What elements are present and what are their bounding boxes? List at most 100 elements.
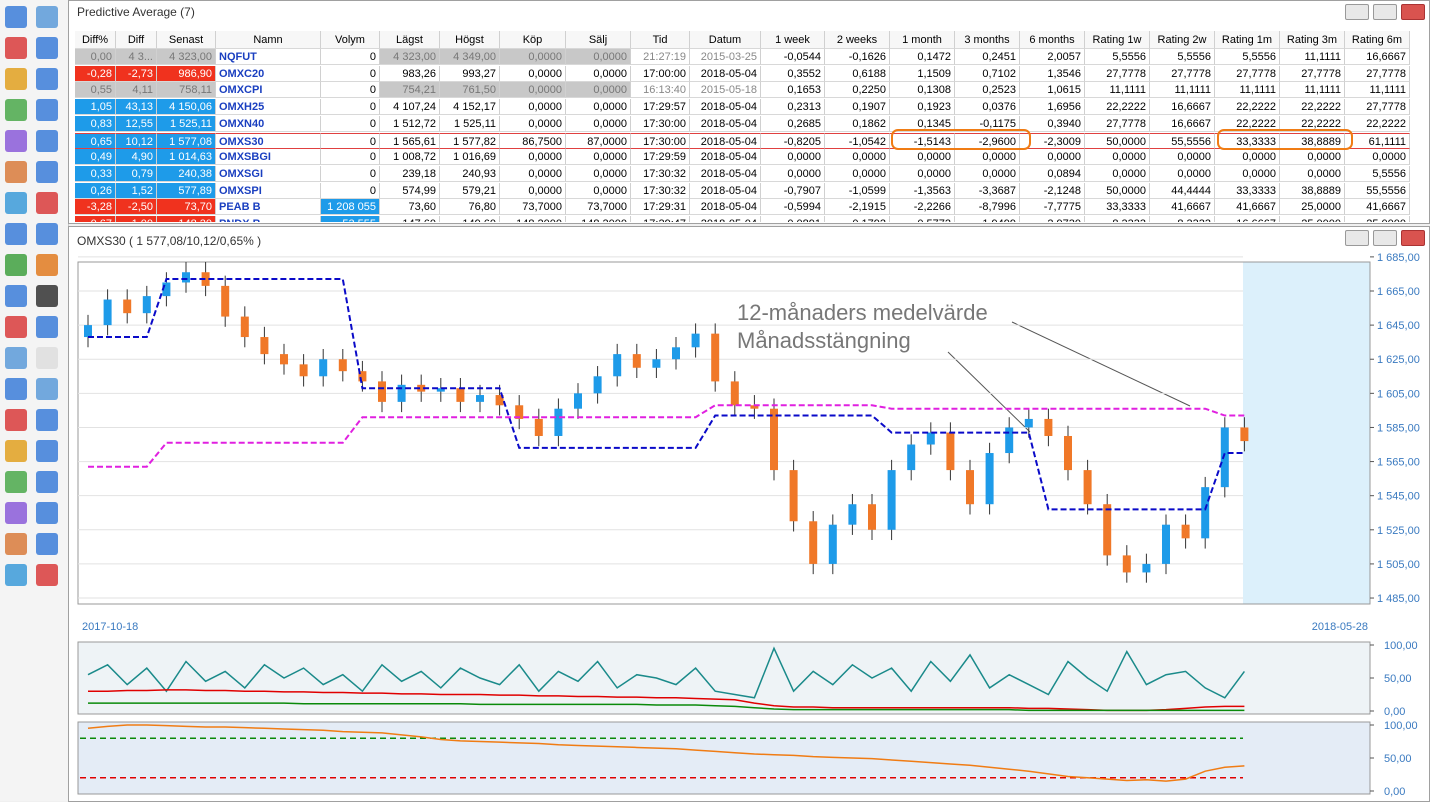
candle-body — [378, 381, 386, 402]
toolbar-icon[interactable] — [5, 68, 27, 90]
table-cell: 25,0000 — [1280, 199, 1345, 216]
toolbar-icon[interactable] — [36, 316, 58, 338]
toolbar-icon[interactable] — [5, 471, 27, 493]
table-cell: 17:29:57 — [631, 99, 690, 116]
window-buttons[interactable] — [1341, 230, 1425, 251]
toolbar-icon[interactable] — [36, 6, 58, 28]
column-header[interactable]: Rating 6m — [1345, 31, 1410, 49]
toolbar-icon[interactable] — [5, 285, 27, 307]
table-cell: 25,0000 — [1280, 216, 1345, 222]
toolbar-icon[interactable] — [36, 285, 58, 307]
column-header[interactable]: Datum — [690, 31, 761, 49]
column-header[interactable]: Namn — [216, 31, 321, 49]
table-cell: 11,1111 — [1280, 49, 1345, 65]
toolbar-icon[interactable] — [5, 223, 27, 245]
column-header[interactable]: Diff% — [75, 31, 116, 49]
table-cell: 10,12 — [116, 132, 157, 149]
column-header[interactable]: Rating 2w — [1150, 31, 1215, 49]
toolbar-icon[interactable] — [5, 564, 27, 586]
toolbar-icon[interactable] — [36, 409, 58, 431]
table-cell: -2,50 — [116, 199, 157, 216]
column-header[interactable]: Tid — [631, 31, 690, 49]
toolbar-icon[interactable] — [36, 254, 58, 276]
table-cell: 17:30:32 — [631, 165, 690, 182]
candle-body — [299, 364, 308, 377]
toolbar-icon[interactable] — [5, 6, 27, 28]
toolbar-icon[interactable] — [5, 254, 27, 276]
table: Diff% Diff Senast Namn Volym Lägst Högst Köp Säl… — [75, 31, 1411, 222]
column-header[interactable]: Rating 1w — [1085, 31, 1150, 49]
table-cell: -7,7775 — [1020, 199, 1085, 216]
column-header[interactable]: Köp — [500, 31, 566, 49]
toolbar-icon[interactable] — [36, 440, 58, 462]
toolbar-icon[interactable] — [5, 161, 27, 183]
candle-body — [338, 359, 347, 372]
toolbar-icon[interactable] — [5, 440, 27, 462]
toolbar-icon[interactable] — [36, 502, 58, 524]
window-buttons[interactable] — [1341, 4, 1425, 25]
toolbar-icon[interactable] — [5, 316, 27, 338]
toolbar-icon[interactable] — [36, 471, 58, 493]
table-cell: 0,0000 — [500, 165, 566, 182]
table-cell: 0,65 — [75, 132, 116, 149]
panel-1 — [77, 641, 1371, 715]
toolbar-icon[interactable] — [36, 99, 58, 121]
y-tick-label: 1 605,00 — [1377, 388, 1420, 400]
table-cell: 4 349,00 — [440, 49, 500, 65]
table-cell: 0,0000 — [825, 149, 890, 166]
toolbar-icon[interactable] — [5, 378, 27, 400]
toolbar-icon[interactable] — [36, 161, 58, 183]
table-cell: 0,00 — [75, 49, 116, 65]
toolbar-icon[interactable] — [5, 192, 27, 214]
candle-body — [1103, 504, 1112, 556]
y-tick-label: 100,00 — [1384, 720, 1418, 732]
toolbar-icon[interactable] — [36, 130, 58, 152]
column-header[interactable]: 1 month — [890, 31, 955, 49]
toolbar-icon[interactable] — [36, 564, 58, 586]
table-cell: 0,0000 — [1345, 149, 1410, 166]
table-cell: -1,0542 — [825, 132, 890, 149]
y-tick-label: 1 485,00 — [1377, 593, 1420, 605]
column-header[interactable]: Volym — [321, 31, 380, 49]
toolbar-icon[interactable] — [36, 347, 58, 369]
toolbar-icon[interactable] — [5, 409, 27, 431]
table-cell: PNDX B — [216, 216, 321, 222]
toolbar-icon[interactable] — [5, 99, 27, 121]
candle-body — [495, 395, 504, 406]
column-header[interactable]: Senast — [157, 31, 216, 49]
table-cell: 0,1862 — [825, 115, 890, 132]
column-header[interactable]: Högst — [440, 31, 500, 49]
candle-body — [358, 371, 367, 382]
candle-body — [1162, 524, 1170, 564]
toolbar-icon[interactable] — [36, 533, 58, 555]
toolbar-icon[interactable] — [36, 223, 58, 245]
toolbar-icon[interactable] — [5, 533, 27, 555]
toolbar-icon[interactable] — [36, 378, 58, 400]
column-header[interactable]: 3 months — [955, 31, 1020, 49]
toolbar-icon[interactable] — [36, 37, 58, 59]
toolbar-icon[interactable] — [5, 130, 27, 152]
y-tick-label: 1 685,00 — [1377, 252, 1420, 264]
table-cell: 16,6667 — [1150, 115, 1215, 132]
toolbar-icon[interactable] — [36, 192, 58, 214]
table-cell: 22,2222 — [1215, 99, 1280, 116]
column-header[interactable]: 1 week — [761, 31, 825, 49]
table-cell: 0,0000 — [1280, 165, 1345, 182]
candle-body — [593, 376, 602, 394]
toolbar-icon[interactable] — [5, 502, 27, 524]
column-header[interactable]: Lägst — [380, 31, 440, 49]
column-header[interactable]: 6 months — [1020, 31, 1085, 49]
column-header[interactable]: Rating 3m — [1280, 31, 1345, 49]
column-header[interactable]: Sälj — [566, 31, 631, 49]
column-header[interactable]: Rating 1m — [1215, 31, 1280, 49]
column-header[interactable]: Diff — [116, 31, 157, 49]
table-cell: 33,3333 — [1215, 182, 1280, 199]
toolbar-icon[interactable] — [36, 68, 58, 90]
table-cell: 16:13:40 — [631, 82, 690, 99]
candle-body — [770, 408, 778, 471]
toolbar-icon[interactable] — [5, 347, 27, 369]
table-cell: -0,1792 — [825, 216, 890, 222]
table-cell: 0 — [321, 82, 380, 99]
column-header[interactable]: 2 weeks — [825, 31, 890, 49]
toolbar-icon[interactable] — [5, 37, 27, 59]
